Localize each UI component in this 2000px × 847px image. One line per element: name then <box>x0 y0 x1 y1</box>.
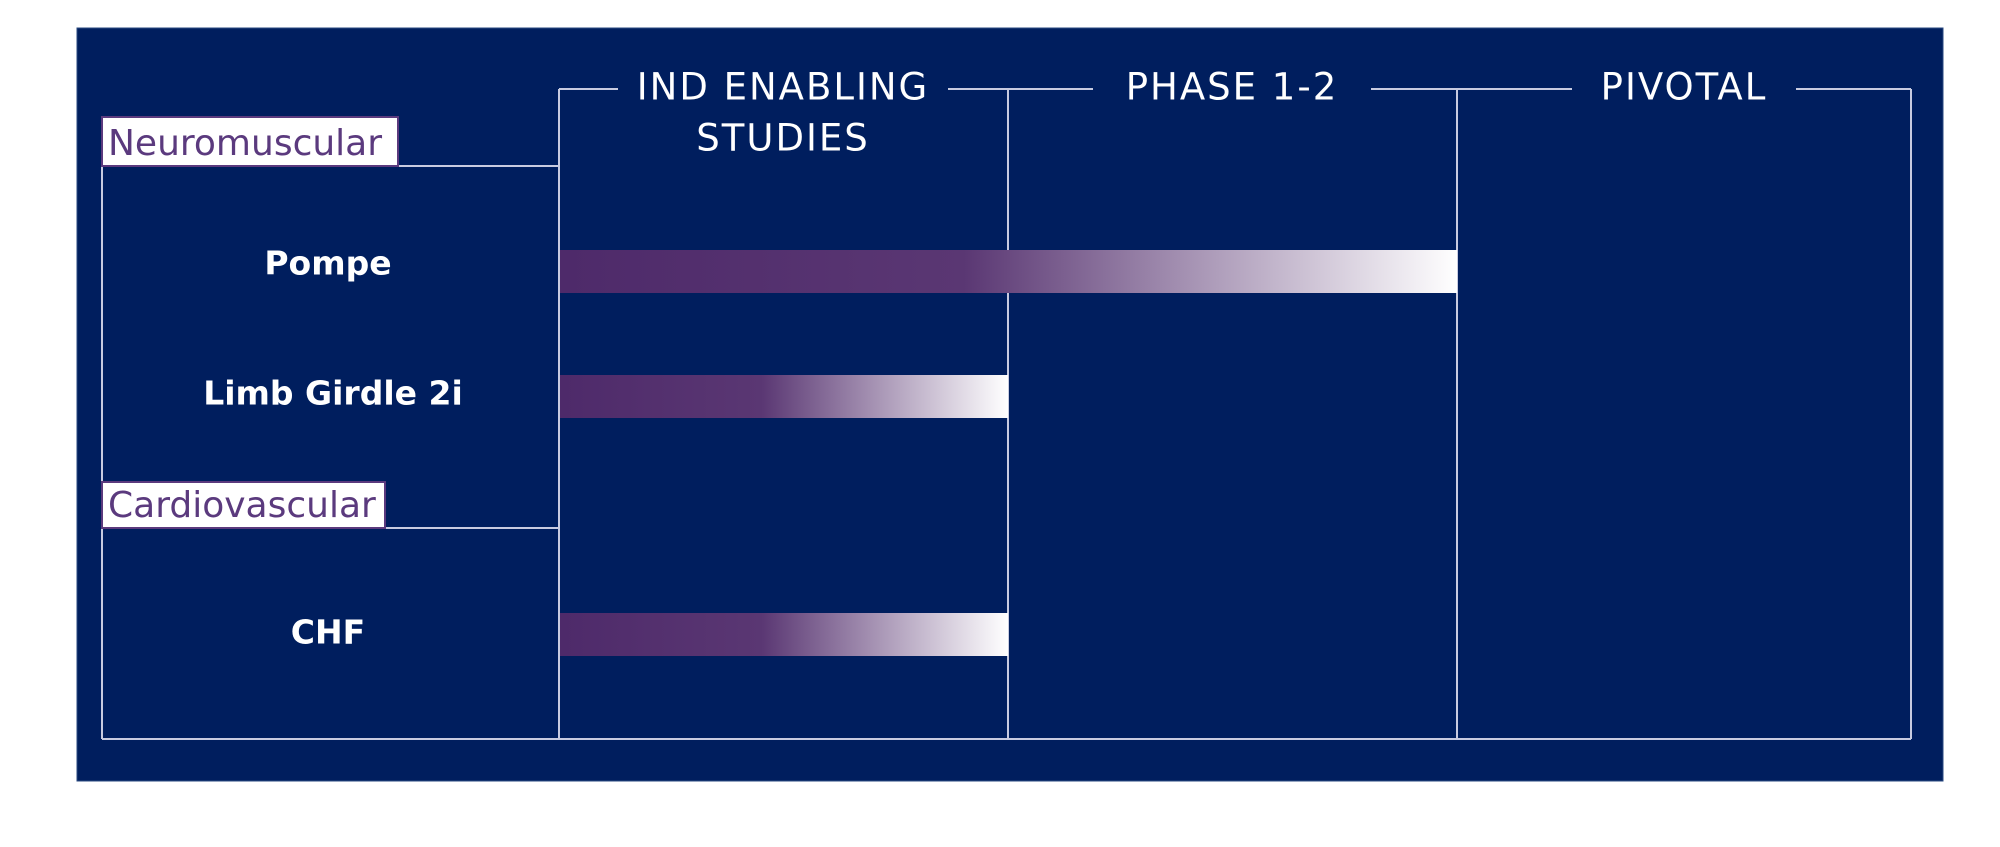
progress-bar <box>560 375 1008 418</box>
group-box <box>101 481 386 529</box>
program-name: Limb Girdle 2i <box>203 374 463 413</box>
phase-label: IND ENABLING <box>637 66 929 109</box>
progress-bar <box>560 250 1457 293</box>
group-label: Cardiovascular <box>108 485 376 526</box>
label-bg <box>1093 70 1371 110</box>
label-bg <box>1572 70 1796 110</box>
label-bg <box>618 70 948 110</box>
program-name: Pompe <box>264 244 391 283</box>
phase-label: STUDIES <box>696 117 869 160</box>
group-box <box>101 116 399 167</box>
program-name: CHF <box>291 613 365 652</box>
phase-label: PIVOTAL <box>1601 66 1768 109</box>
phase-label: PHASE 1-2 <box>1126 66 1339 109</box>
group-label: Neuromuscular <box>108 123 382 164</box>
progress-bar <box>560 613 1008 656</box>
